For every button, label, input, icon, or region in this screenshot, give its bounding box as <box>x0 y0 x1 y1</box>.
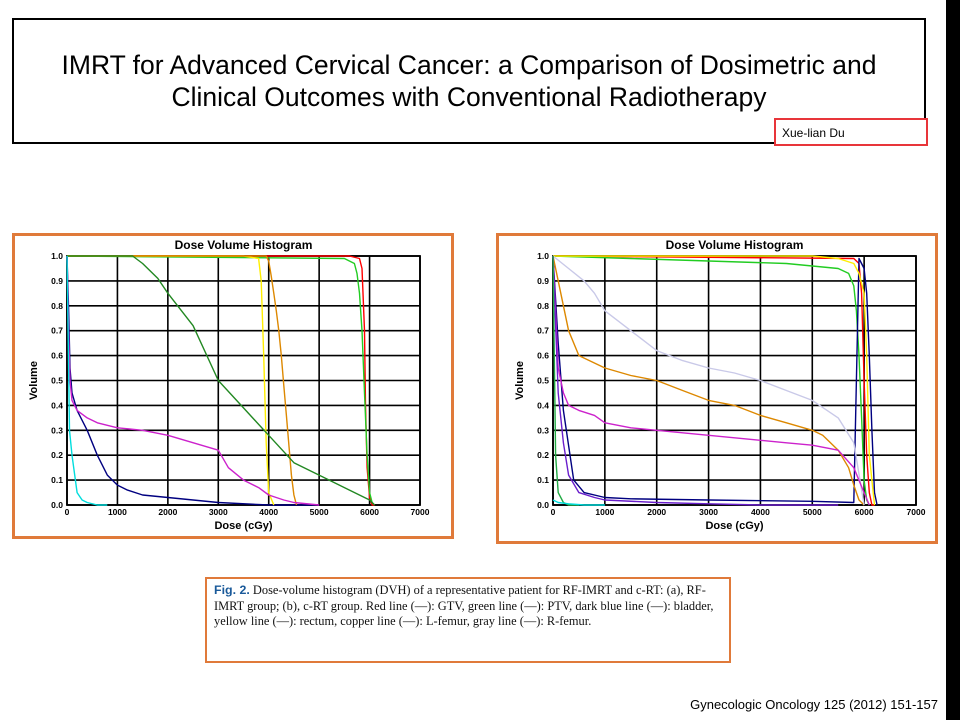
series-line-2 <box>66 255 376 506</box>
dvh-chart-b: Dose Volume Histogram 0 1000 2000 3000 4000 50… <box>514 238 926 532</box>
y-tick-label: 0.7 <box>537 326 549 336</box>
series-line-7 <box>552 255 870 506</box>
y-tick-label: 0.0 <box>537 500 549 510</box>
x-tick-label: 3000 <box>699 507 718 517</box>
y-tick-label: 0.0 <box>51 500 63 510</box>
x-tick-label: 7000 <box>411 507 430 517</box>
x-tick-label: 5000 <box>803 507 822 517</box>
x-axis-label: Dose (cGy) <box>214 520 272 532</box>
y-tick-label: 1.0 <box>537 251 549 261</box>
series-line-2 <box>552 255 870 506</box>
y-tick-label: 0.1 <box>51 475 63 485</box>
series-line-8 <box>66 255 108 506</box>
dvh-chart-a: Dose Volume Histogram 0 1000 2000 3000 4000 50… <box>28 238 430 532</box>
dvh-chart-a-panel: Dose Volume Histogram 0 1000 2000 3000 4000 50… <box>12 233 454 539</box>
series-line-6 <box>67 255 376 506</box>
series-line-6 <box>552 255 865 506</box>
series-line-8 <box>552 255 839 506</box>
y-tick-label: 0.5 <box>537 376 549 386</box>
caption-label: Fig. 2. <box>214 583 250 597</box>
x-tick-label: 6000 <box>855 507 874 517</box>
y-tick-label: 0.3 <box>537 425 549 435</box>
author-label: Xue-lian Du <box>774 118 928 146</box>
y-axis-label: Volume <box>514 361 526 400</box>
x-tick-label: 0 <box>65 507 70 517</box>
x-tick-label: 6000 <box>360 507 379 517</box>
y-tick-label: 0.3 <box>51 425 63 435</box>
x-tick-label: 7000 <box>907 507 926 517</box>
figure-caption: Fig. 2. Dose-volume histogram (DVH) of a… <box>205 577 731 663</box>
y-axis-label: Volume <box>28 361 40 400</box>
slide-title: IMRT for Advanced Cervical Cancer: a Com… <box>61 49 877 112</box>
y-tick-label: 0.2 <box>537 450 549 460</box>
series-line-7 <box>66 255 320 506</box>
x-tick-label: 4000 <box>259 507 278 517</box>
x-tick-label: 5000 <box>310 507 329 517</box>
series-line-3 <box>66 255 320 506</box>
y-tick-label: 0.6 <box>51 351 63 361</box>
citation: Gynecologic Oncology 125 (2012) 151-157 <box>690 697 938 712</box>
chart-title: Dose Volume Histogram <box>175 238 313 252</box>
dvh-chart-b-panel: Dose Volume Histogram 0 1000 2000 3000 4000 50… <box>496 233 938 544</box>
series-line-9 <box>552 255 579 506</box>
right-edge-bar <box>946 0 960 720</box>
x-axis-label: Dose (cGy) <box>705 520 763 532</box>
y-tick-label: 0.9 <box>51 276 63 286</box>
chart-title: Dose Volume Histogram <box>666 238 804 252</box>
title-box: IMRT for Advanced Cervical Cancer: a Com… <box>12 18 926 144</box>
series-line-1 <box>552 255 875 506</box>
x-tick-label: 3000 <box>209 507 228 517</box>
x-tick-label: 2000 <box>647 507 666 517</box>
x-tick-label: 4000 <box>751 507 770 517</box>
y-tick-label: 0.6 <box>537 351 549 361</box>
series-line-4 <box>553 255 876 506</box>
x-tick-label: 1000 <box>108 507 127 517</box>
y-tick-label: 0.2 <box>51 450 63 460</box>
y-tick-label: 0.5 <box>51 376 63 386</box>
y-tick-label: 0.9 <box>537 276 549 286</box>
series-line-5 <box>552 255 865 506</box>
series-line-3 <box>552 255 878 506</box>
x-tick-label: 1000 <box>595 507 614 517</box>
y-tick-label: 0.1 <box>537 475 549 485</box>
y-tick-label: 0.4 <box>537 400 549 410</box>
y-tick-label: 0.8 <box>51 301 63 311</box>
y-tick-label: 0.7 <box>51 326 63 336</box>
series-line-10 <box>552 499 605 506</box>
y-tick-label: 0.8 <box>537 301 549 311</box>
x-tick-label: 2000 <box>158 507 177 517</box>
y-tick-label: 0.4 <box>51 400 63 410</box>
series-line-5 <box>67 255 298 506</box>
caption-text: Dose-volume histogram (DVH) of a represe… <box>214 583 714 629</box>
y-tick-label: 1.0 <box>51 251 63 261</box>
x-tick-label: 0 <box>551 507 556 517</box>
